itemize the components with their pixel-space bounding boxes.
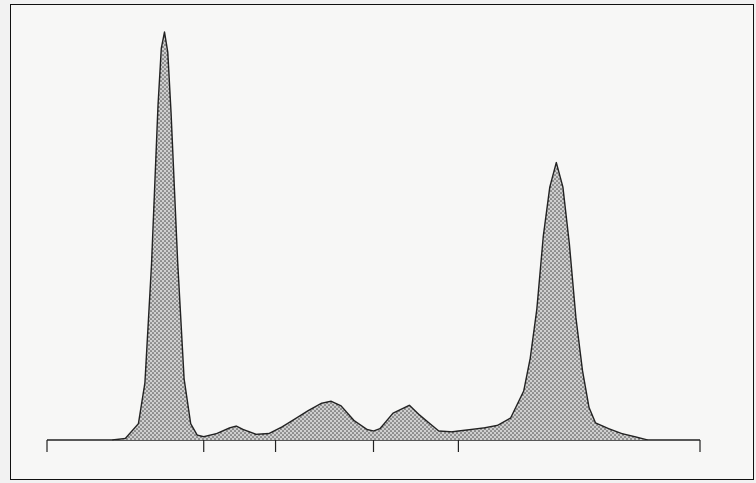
chart-frame (10, 4, 754, 480)
plot-area (46, 31, 701, 452)
series-area (112, 32, 648, 440)
series-line (112, 31, 648, 441)
